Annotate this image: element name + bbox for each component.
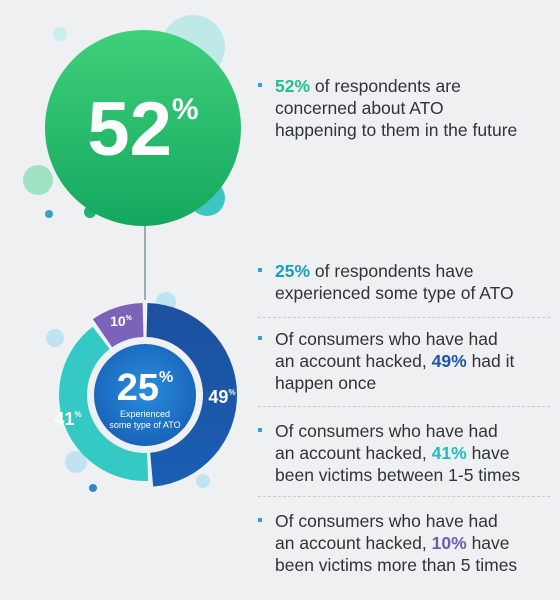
headline-number: 52 bbox=[87, 87, 172, 172]
segment-label-49: 49% bbox=[208, 387, 235, 407]
bullet-text: Of consumers who have had an account hac… bbox=[275, 511, 518, 575]
donut-center-percent: 25% bbox=[117, 367, 174, 409]
headline-percent: 52% bbox=[87, 87, 198, 172]
bullet-highlight: 52% bbox=[275, 76, 311, 96]
divider bbox=[258, 406, 550, 407]
donut-segment-41 bbox=[59, 326, 149, 481]
decor-bubble bbox=[53, 27, 67, 41]
donut-center-circle bbox=[94, 344, 196, 446]
donut-center-number: 25 bbox=[117, 367, 159, 409]
bullet-highlight: 25% bbox=[275, 261, 311, 281]
divider bbox=[258, 496, 550, 497]
donut-center-caption-1: Experienced bbox=[120, 409, 170, 419]
decor-bubble bbox=[89, 484, 97, 492]
decor-bubble bbox=[45, 210, 53, 218]
decor-bubble bbox=[23, 165, 53, 195]
headline-circle bbox=[45, 30, 241, 226]
bullet-41: Of consumers who have had an account hac… bbox=[258, 420, 548, 486]
bullet-marker bbox=[258, 518, 262, 522]
bullet-text: 52% of respondents are concerned about A… bbox=[275, 76, 518, 140]
bullet-25: 25% of respondents have experienced some… bbox=[258, 260, 548, 304]
bullet-52: 52% of respondents are concerned about A… bbox=[258, 75, 548, 141]
donut-segment-10 bbox=[92, 303, 144, 348]
bullet-highlight: 10% bbox=[431, 533, 467, 553]
divider bbox=[258, 317, 550, 318]
bullet-marker bbox=[258, 336, 262, 340]
bullet-text: Of consumers who have had an account hac… bbox=[275, 421, 521, 485]
bullet-highlight: 41% bbox=[431, 443, 467, 463]
headline-percent-sign: % bbox=[172, 93, 199, 126]
bullet-49: Of consumers who have had an account hac… bbox=[258, 328, 548, 394]
bullet-highlight: 49% bbox=[431, 351, 467, 371]
decor-bubble bbox=[196, 474, 210, 488]
segment-label-41: 41% bbox=[54, 409, 81, 429]
segment-label-10: 10% bbox=[110, 313, 133, 329]
donut-segment-49 bbox=[146, 303, 237, 487]
bullet-10: Of consumers who have had an account hac… bbox=[258, 510, 548, 576]
decor-bubble bbox=[46, 329, 64, 347]
decor-bubble bbox=[65, 451, 87, 473]
donut-center-caption-2: some type of ATO bbox=[109, 420, 180, 430]
bullet-marker bbox=[258, 83, 262, 87]
donut-center-percent-sign: % bbox=[159, 369, 173, 386]
bullet-text: 25% of respondents have experienced some… bbox=[275, 261, 514, 303]
bullet-marker bbox=[258, 428, 262, 432]
bullet-marker bbox=[258, 268, 262, 272]
bullet-text: Of consumers who have had an account hac… bbox=[275, 329, 515, 393]
